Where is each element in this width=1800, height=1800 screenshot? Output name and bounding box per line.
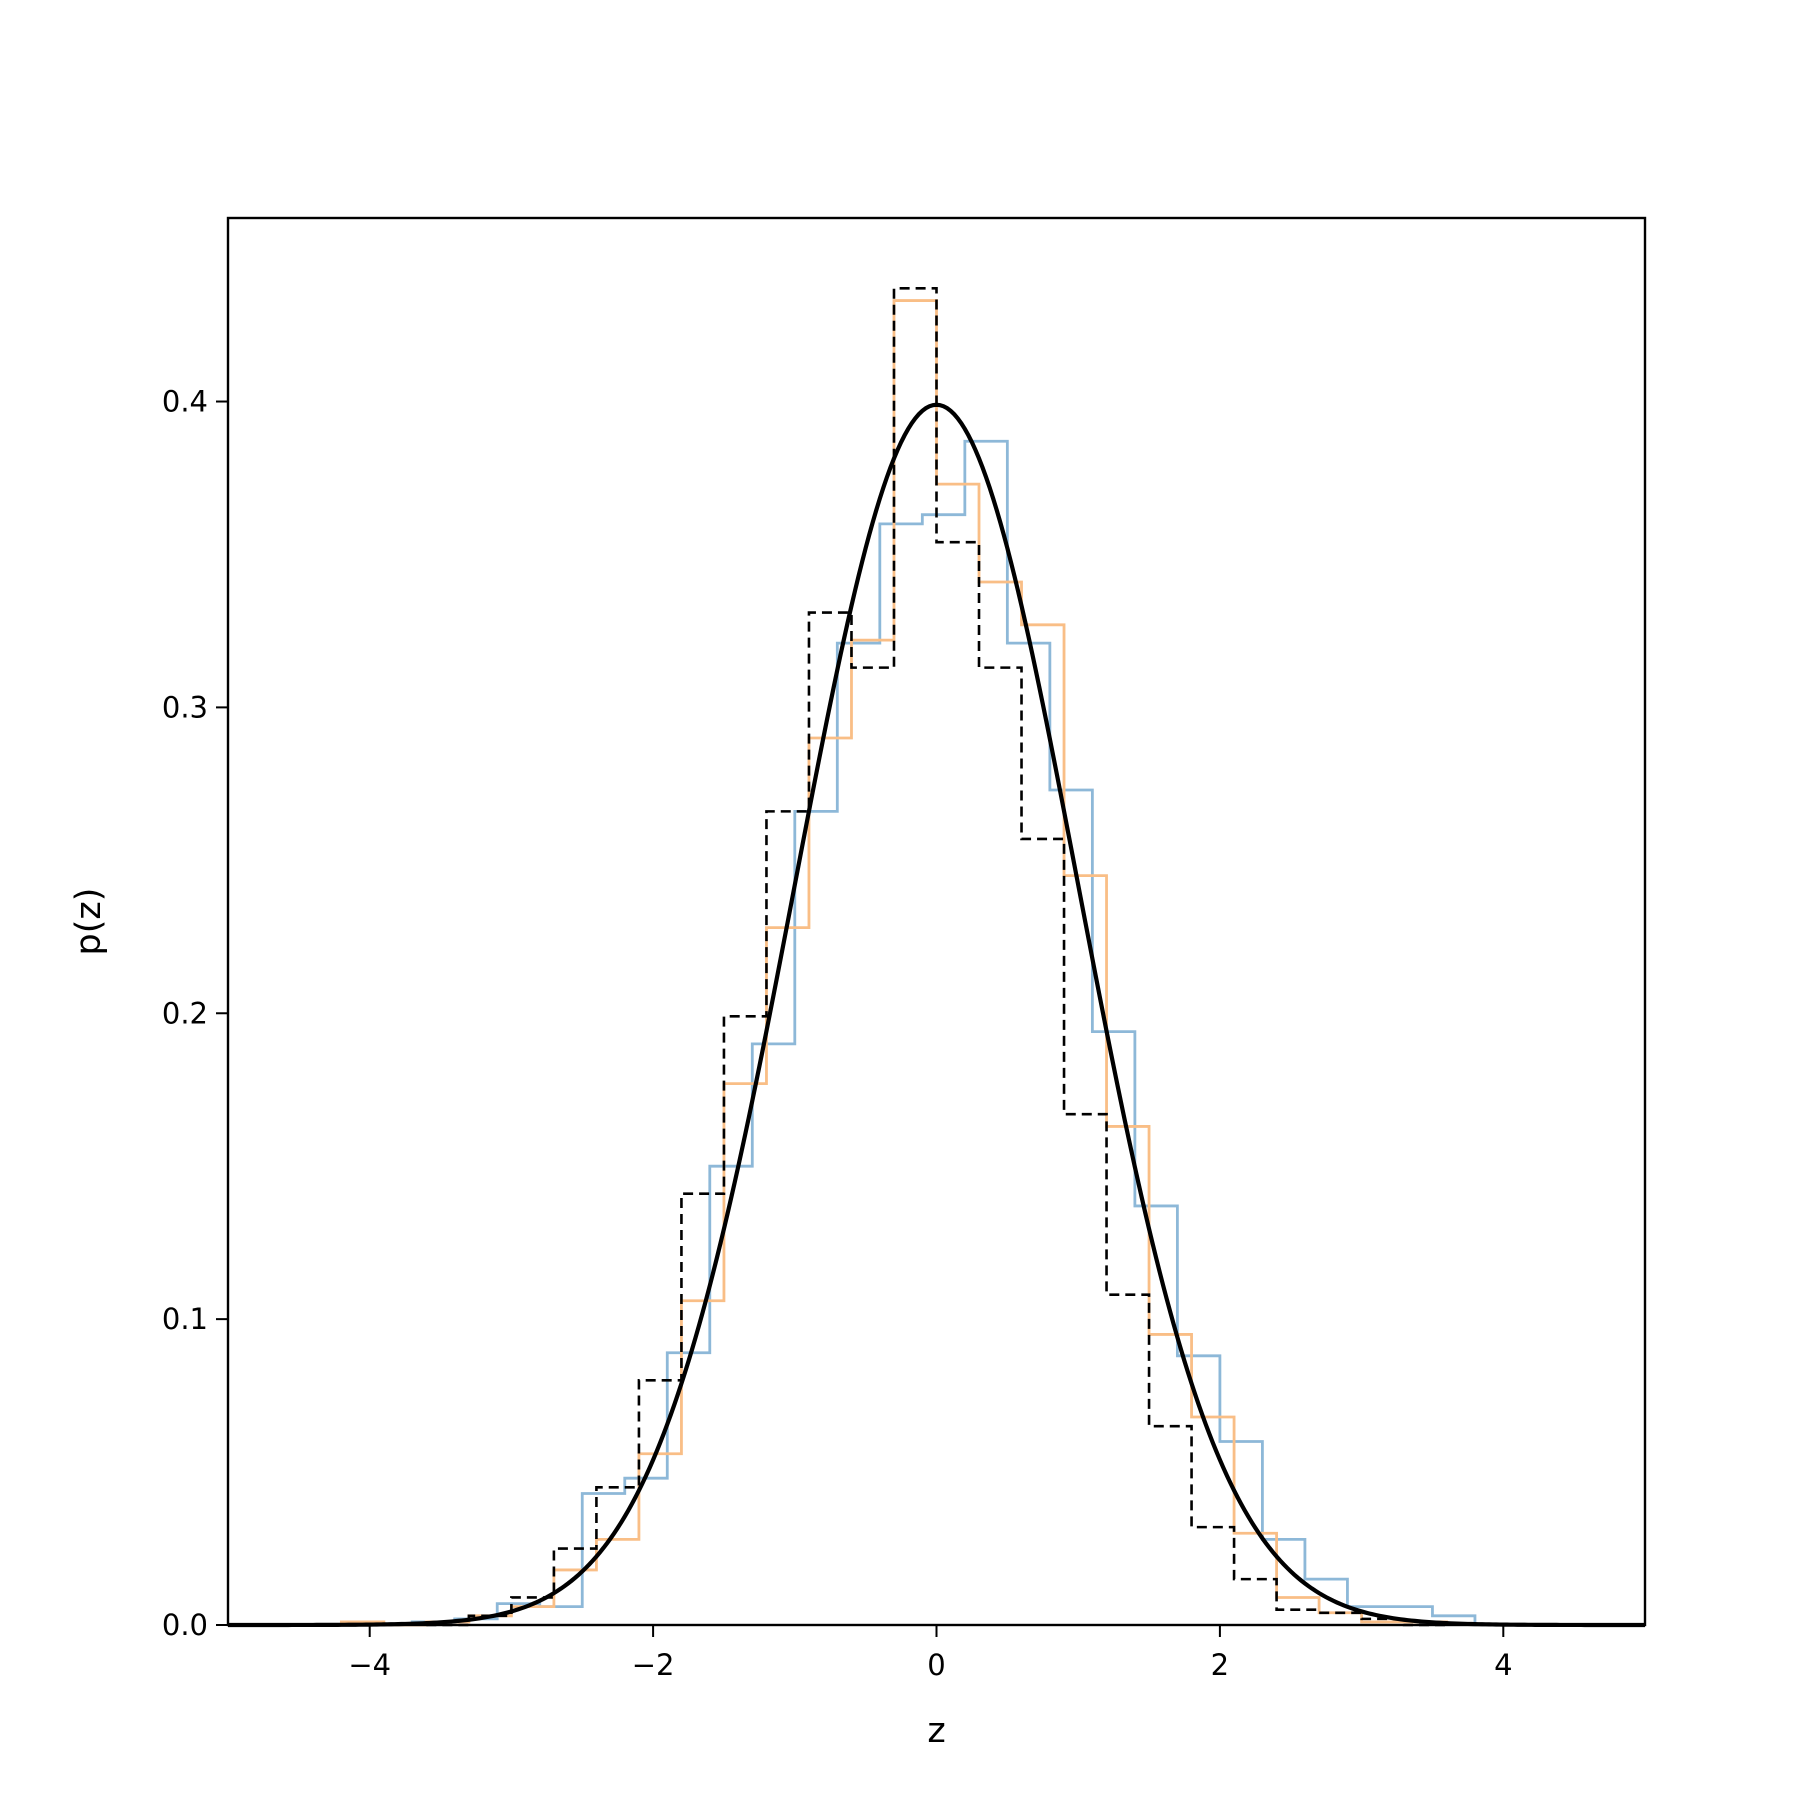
series-layer [227,287,1646,1628]
y-tick-label: 0.3 [162,690,208,724]
normal-pdf-curve [227,402,1646,1628]
histogram-series-3 [426,287,1447,1627]
x-tick-label: 2 [1211,1648,1229,1682]
y-tick-label: 0.2 [162,996,208,1030]
x-tick-label: 0 [927,1648,945,1682]
y-axis-label: p(z) [69,888,109,956]
x-axis-label: z [927,1711,945,1751]
x-tick-label: 4 [1494,1648,1512,1682]
x-axis-ticks: −4 −2 0 2 4 [348,1625,1513,1682]
y-tick-label: 0.1 [162,1302,208,1336]
y-axis-ticks: 0.0 0.1 0.2 0.3 0.4 [162,385,228,1642]
y-tick-label: 0.4 [162,385,208,419]
x-tick-label: −2 [632,1648,675,1682]
y-tick-label: 0.0 [162,1608,208,1642]
x-tick-label: −4 [348,1648,391,1682]
